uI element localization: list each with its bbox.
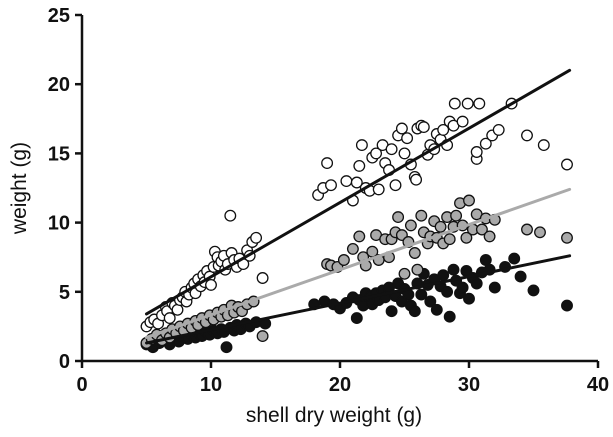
data-point (561, 231, 573, 244)
data-point (479, 254, 492, 266)
data-point (488, 281, 501, 294)
data-point (561, 158, 573, 171)
data-point (463, 194, 475, 207)
data-point (340, 175, 353, 188)
y-tick-label: 25 (48, 5, 70, 27)
data-point (370, 147, 383, 160)
data-point (430, 303, 443, 316)
data-point (353, 159, 366, 172)
data-point (475, 223, 488, 236)
x-tick-label: 20 (329, 374, 351, 396)
y-tick-label: 5 (59, 282, 70, 304)
data-point (321, 157, 334, 170)
data-point (385, 143, 398, 156)
x-tick-label: 40 (587, 374, 609, 396)
data-point (392, 211, 405, 224)
series-0-points (140, 97, 573, 333)
tick-layer: 0 10 20 30 40 0 5 10 15 20 25 (48, 5, 609, 396)
data-point (537, 139, 550, 152)
data-point (224, 209, 237, 222)
data-point (325, 179, 337, 192)
data-point (350, 176, 363, 189)
data-point (250, 231, 263, 244)
data-point (508, 252, 521, 265)
data-point (415, 209, 428, 222)
data-point (398, 267, 411, 280)
series-layer (140, 68, 573, 354)
x-tick-label: 0 (76, 374, 87, 396)
data-point (470, 277, 483, 290)
data-point (415, 288, 428, 301)
data-point (561, 299, 573, 312)
x-axis-label: shell dry weight (g) (246, 404, 422, 427)
data-point (463, 292, 475, 305)
data-point (441, 285, 454, 298)
y-tick-label: 0 (59, 351, 70, 373)
data-point (385, 305, 398, 318)
data-point (479, 137, 492, 150)
data-point (171, 303, 184, 316)
data-point (456, 115, 469, 128)
data-point (448, 97, 461, 110)
data-point (417, 121, 430, 134)
data-point (460, 231, 473, 244)
data-point (256, 330, 269, 343)
data-point (434, 220, 447, 233)
data-point (337, 254, 350, 266)
x-tick-label: 10 (200, 374, 222, 396)
data-point (411, 263, 424, 276)
data-point (521, 223, 533, 236)
data-point (456, 281, 469, 294)
series-2-fit-line (145, 254, 572, 345)
data-point (470, 146, 483, 158)
data-point (353, 230, 366, 243)
data-point (424, 295, 437, 308)
data-point (389, 179, 402, 192)
data-point (437, 123, 450, 136)
data-point (437, 269, 450, 282)
y-axis-label: weight (g) (8, 142, 31, 235)
data-point (447, 263, 460, 276)
data-point (473, 97, 486, 110)
data-point (220, 341, 233, 354)
data-point (461, 97, 474, 110)
y-tick-label: 15 (48, 143, 70, 165)
data-point (443, 233, 456, 246)
y-tick-label: 20 (48, 74, 70, 96)
data-point (355, 139, 368, 152)
data-point (398, 147, 411, 160)
data-point (443, 310, 456, 323)
data-point (350, 312, 363, 325)
y-tick-label: 10 (48, 213, 70, 235)
data-point (521, 129, 533, 142)
data-point (395, 122, 408, 135)
data-point (256, 272, 269, 284)
data-point (450, 209, 463, 222)
series-1-fit-line (145, 187, 572, 339)
data-point (527, 284, 540, 297)
data-point (346, 242, 359, 255)
data-point (163, 312, 176, 325)
data-point (483, 230, 496, 243)
data-point (372, 183, 385, 196)
data-point (408, 247, 421, 259)
data-point (492, 123, 505, 136)
data-point (205, 278, 217, 291)
x-tick-label: 30 (458, 374, 480, 396)
data-point (514, 270, 527, 283)
data-point (410, 173, 423, 186)
data-point (534, 226, 546, 239)
series-0-fit-line (145, 68, 572, 316)
data-point (404, 219, 417, 232)
data-point (401, 132, 414, 145)
data-point (408, 305, 421, 318)
